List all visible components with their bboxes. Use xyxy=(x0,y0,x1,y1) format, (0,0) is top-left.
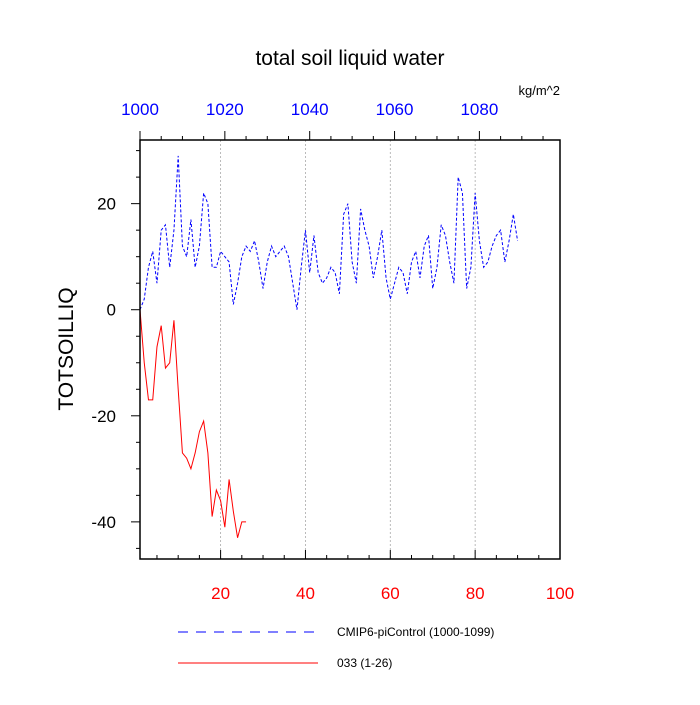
x-top-tick-label: 1040 xyxy=(291,100,329,119)
y-tick-label: -20 xyxy=(91,407,116,426)
units-label: kg/m^2 xyxy=(518,83,560,98)
legend-label-2: 033 (1-26) xyxy=(337,656,392,670)
x-bottom-tick-label: 40 xyxy=(296,584,315,603)
plot-frame xyxy=(139,139,561,560)
axis-ticks: 20 40 60 80 100 1000 1020 1040 1060 1080 20 0 -20 -40 xyxy=(91,100,574,603)
x-top-tick-label: 1020 xyxy=(206,100,244,119)
x-top-tick-label: 1000 xyxy=(121,100,159,119)
series-line-1 xyxy=(139,155,519,310)
x-top-tick-label: 1080 xyxy=(460,100,498,119)
x-bottom-tick-label: 60 xyxy=(381,584,400,603)
y-tick-label: 20 xyxy=(97,195,116,214)
y-tick-label: 0 xyxy=(107,301,116,320)
y-axis-label: TOTSOILLIQ xyxy=(55,287,78,410)
series-line-2 xyxy=(139,309,247,538)
x-bottom-tick-label: 20 xyxy=(211,584,230,603)
x-top-tick-label: 1060 xyxy=(376,100,414,119)
legend: CMIP6-piControl (1000-1099) 033 (1-26) xyxy=(178,625,494,670)
series-lines xyxy=(139,155,519,538)
x-bottom-tick-label: 100 xyxy=(546,584,574,603)
y-tick-label: -40 xyxy=(91,513,116,532)
chart-title: total soil liquid water xyxy=(255,47,444,70)
legend-label-1: CMIP6-piControl (1000-1099) xyxy=(337,625,494,639)
x-bottom-tick-label: 80 xyxy=(466,584,485,603)
grid-lines xyxy=(220,140,476,559)
